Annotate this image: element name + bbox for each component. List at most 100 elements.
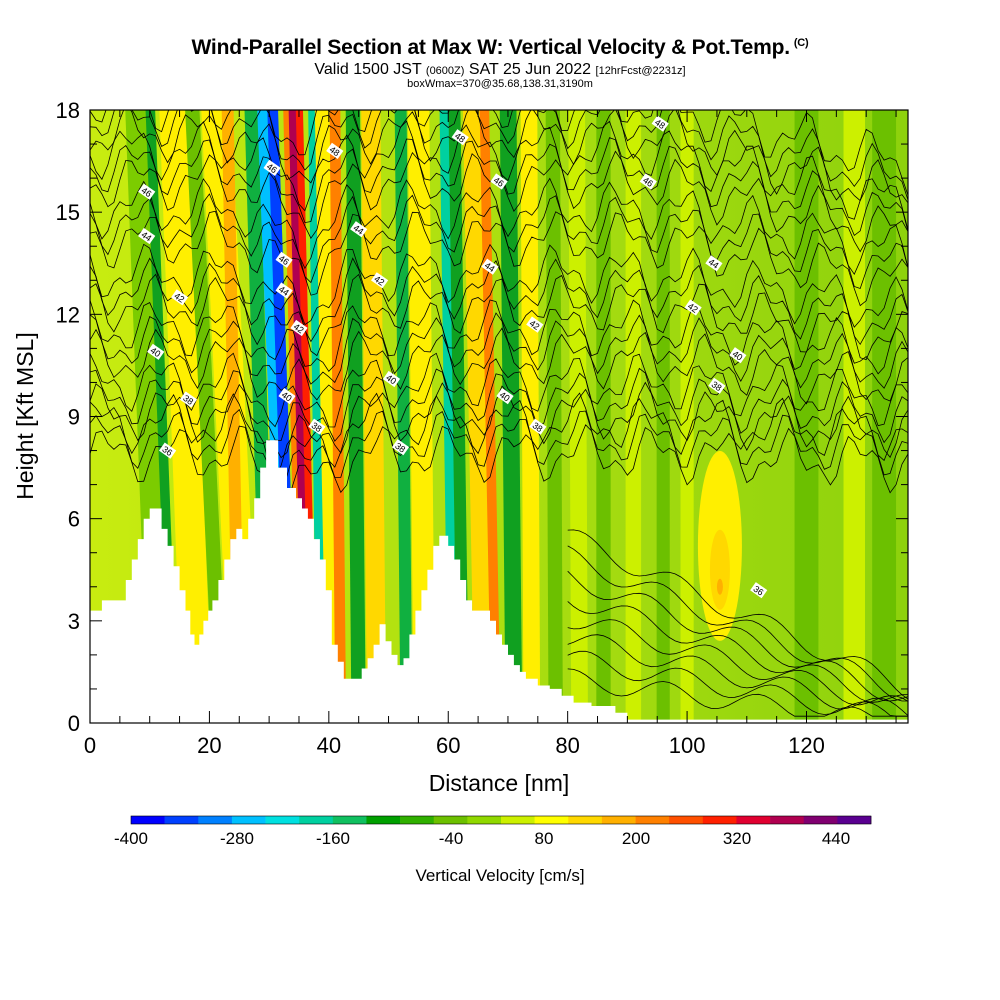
- contour-label-text: 48: [453, 131, 467, 145]
- potential-temperature-contours: [90, 110, 908, 717]
- colorbar-swatch: [164, 816, 199, 824]
- contour-label: 42: [684, 299, 702, 316]
- theta-contour: [90, 120, 908, 231]
- contour-label: 38: [708, 377, 726, 394]
- colorbar-swatch: [366, 816, 401, 824]
- contour-label: 48: [326, 142, 344, 160]
- theta-contour: [90, 210, 908, 307]
- y-axis: 0 3 6 9 12 15 18: [56, 98, 80, 736]
- contour-label-text: 44: [707, 257, 721, 271]
- velocity-band-18: [394, 110, 413, 723]
- contour-label: 42: [370, 272, 389, 289]
- contour-label: 46: [263, 159, 281, 177]
- chart-title-text: Wind-Parallel Section at Max W: Vertical…: [191, 36, 791, 59]
- contour-label-text: 38: [393, 441, 407, 455]
- theta-contour: [90, 273, 908, 361]
- x-tick-label: 20: [197, 733, 221, 758]
- velocity-band-24: [499, 110, 523, 723]
- colorbar-swatch: [534, 816, 569, 824]
- updraft-core: [709, 529, 730, 610]
- y-tick-label: 9: [68, 405, 80, 430]
- theta-contour-low: [567, 570, 908, 702]
- contour-label: 40: [278, 387, 296, 405]
- colorbar-swatch: [702, 816, 737, 824]
- contour-label-text: 36: [160, 444, 174, 458]
- colorbar-swatch: [803, 816, 838, 824]
- contour-labels: 46 44 42 40 38 36 46 46 44 40 42 38 48 44 42 40 38 48 46 44…: [138, 115, 768, 599]
- contour-label-text: 44: [277, 284, 291, 298]
- contour-label-text: 36: [751, 584, 765, 598]
- colorbar-tick-label: 200: [622, 829, 650, 848]
- colorbar-tick-label: 440: [822, 829, 850, 848]
- velocity-band-30: [656, 110, 670, 723]
- velocity-band-34: [872, 110, 897, 723]
- contour-label-text: 44: [139, 229, 153, 243]
- contour-label-text: 46: [641, 175, 655, 189]
- velocity-band-3: [159, 110, 213, 723]
- contour-label-text: 40: [148, 345, 162, 359]
- velocity-band-19: [407, 110, 436, 723]
- contour-label-text: 48: [328, 144, 342, 158]
- contour-label: 46: [275, 251, 293, 268]
- x-axis-label: Distance [nm]: [429, 770, 570, 796]
- velocity-band-29: [625, 110, 642, 723]
- theta-contour-low: [567, 650, 908, 717]
- colorbar-label: Vertical Velocity [cm/s]: [415, 866, 584, 885]
- contour-label-text: 40: [731, 349, 745, 363]
- velocity-band-32: [794, 110, 819, 723]
- colorbar-swatch: [635, 816, 670, 824]
- contour-label-text: 44: [483, 260, 497, 274]
- contour-label: 46: [138, 183, 156, 200]
- chart-subtitle: Valid 1500 JST (0600Z) SAT 25 Jun 2022 […: [0, 61, 1000, 79]
- contour-label-text: 48: [653, 117, 667, 131]
- colorbar-swatch: [299, 816, 334, 824]
- theta-contour: [90, 392, 908, 477]
- theta-contour: [90, 110, 908, 201]
- x-tick-label: 80: [555, 733, 579, 758]
- colorbar-swatch: [131, 816, 165, 824]
- theta-contour: [90, 312, 908, 389]
- x-tick-label: 120: [788, 733, 825, 758]
- y-tick-label: 15: [56, 200, 80, 225]
- theta-contour: [90, 110, 908, 204]
- theta-contour-low: [567, 601, 908, 703]
- contour-label-text: 42: [172, 291, 186, 305]
- x-tick-label: 100: [669, 733, 706, 758]
- y-tick-label: 3: [68, 609, 80, 634]
- theta-contour: [90, 193, 908, 290]
- theta-contour: [90, 299, 908, 375]
- y-axis-label: Height [Kft MSL]: [12, 332, 38, 499]
- contour-label: 48: [651, 115, 669, 132]
- colorbar-swatch: [837, 816, 872, 824]
- theta-contour: [90, 177, 908, 276]
- theta-contour: [90, 110, 908, 196]
- contour-label: 38: [179, 391, 198, 408]
- contour-label: 40: [729, 347, 747, 364]
- theta-contour: [90, 243, 908, 328]
- colorbar-swatch: [433, 816, 468, 824]
- colorbar-swatch: [332, 816, 367, 824]
- updraft-peak: [716, 578, 723, 595]
- chart-title: Wind-Parallel Section at Max W: Vertical…: [0, 36, 1000, 60]
- x-tick-label: 60: [436, 733, 460, 758]
- colorbar-tick-label: 320: [723, 829, 751, 848]
- colorbar-tick-label: -400: [114, 829, 148, 848]
- colorbar-tick-label: -40: [439, 829, 464, 848]
- colorbar-swatch: [198, 816, 233, 824]
- theta-contour-low: [567, 545, 908, 702]
- contour-label: 44: [705, 255, 723, 272]
- colorbar-swatch: [736, 816, 771, 824]
- contour-label-text: 38: [181, 393, 195, 407]
- contour-label: 44: [481, 258, 499, 275]
- velocity-band-4: [185, 110, 229, 723]
- colorbar-tick-label: -160: [316, 829, 350, 848]
- x-tick-label: 40: [317, 733, 341, 758]
- axis-ticks: [89, 109, 908, 724]
- contour-label: 46: [490, 173, 508, 190]
- velocity-band-33: [843, 110, 866, 723]
- contour-label-text: 46: [265, 161, 279, 175]
- colorbar-frame: [130, 815, 872, 825]
- contour-label-text: 38: [310, 420, 324, 434]
- colorbar-swatch: [568, 816, 603, 824]
